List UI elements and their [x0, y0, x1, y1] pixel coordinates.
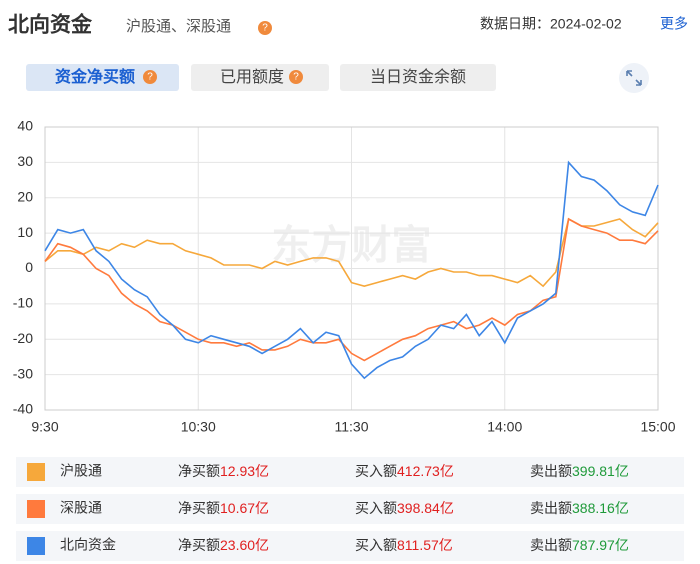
y-tick-label: -10: [13, 295, 33, 311]
legend-swatch: [27, 463, 45, 481]
legend-name: 北向资金: [60, 537, 116, 553]
stat-label: 买入额: [355, 537, 397, 553]
help-mark: ?: [262, 23, 268, 34]
tab-label: 资金净买额: [55, 67, 135, 86]
x-tick-label: 14:00: [487, 419, 522, 435]
stat-label: 卖出额: [530, 500, 572, 516]
stat-value: 388.16亿: [572, 500, 629, 516]
stat-value: 10.67亿: [220, 500, 269, 516]
series-line: [44, 217, 659, 362]
stat-value: 398.84亿: [397, 500, 454, 516]
y-tick-label: -30: [13, 365, 33, 381]
y-tick-label: -20: [13, 330, 33, 346]
stat: 买入额811.57亿: [355, 537, 453, 553]
stat-value: 23.60亿: [220, 537, 269, 553]
legend-swatch: [27, 537, 45, 555]
title: 北向资金: [8, 13, 93, 37]
stat: 卖出额388.16亿: [530, 500, 629, 516]
row-bg: [16, 531, 684, 561]
x-tick-label: 15:00: [640, 419, 675, 435]
stat-label: 买入额: [355, 500, 397, 516]
stat-label: 净买额: [178, 537, 220, 553]
y-tick-label: 30: [17, 153, 33, 169]
legend-name: 深股通: [60, 500, 102, 516]
expand-icon: [626, 70, 642, 86]
stat-value: 399.81亿: [572, 463, 629, 479]
plot-border: [44, 126, 659, 411]
more-link[interactable]: 更多: [660, 16, 688, 32]
help-mark: ?: [147, 72, 153, 83]
stat-label: 买入额: [355, 463, 397, 479]
stat: 卖出额787.97亿: [530, 537, 629, 553]
row-bg: [16, 494, 684, 524]
stat: 净买额23.60亿: [178, 537, 269, 553]
tab-label: 当日资金余额: [370, 67, 466, 86]
stat: 净买额12.93亿: [178, 463, 269, 479]
legend-name: 沪股通: [60, 463, 102, 479]
stat-label: 净买额: [178, 463, 220, 479]
stat-value: 787.97亿: [572, 537, 629, 553]
stat-value: 412.73亿: [397, 463, 454, 479]
help-icon[interactable]: [143, 70, 157, 84]
stat-value: 811.57亿: [397, 537, 453, 553]
help-mark: ?: [293, 72, 299, 83]
date: 数据日期：2024-02-02: [480, 16, 622, 32]
stat-label: 卖出额: [530, 463, 572, 479]
x-tick-label: 11:30: [335, 419, 369, 435]
stat-label: 卖出额: [530, 537, 572, 553]
help-icon[interactable]: [258, 21, 272, 35]
stat: 买入额412.73亿: [355, 463, 454, 479]
subtitle: 沪股通、深股通: [126, 18, 231, 35]
x-tick-label: 10:30: [181, 419, 216, 435]
legend-swatch: [27, 500, 45, 518]
series-line: [44, 217, 659, 288]
tab-label: 已用额度: [220, 68, 284, 86]
stat: 买入额398.84亿: [355, 500, 454, 516]
stat-label: 净买额: [178, 500, 220, 516]
y-tick-label: 40: [17, 118, 33, 134]
series-line: [44, 160, 659, 380]
y-tick-label: 10: [17, 224, 33, 240]
expand-button[interactable]: [619, 63, 649, 93]
y-tick-label: -40: [13, 401, 33, 417]
tab[interactable]: [340, 64, 496, 91]
y-tick-label: 20: [17, 188, 33, 204]
row-bg: [16, 457, 684, 487]
help-icon[interactable]: [289, 70, 303, 84]
x-tick-label: 9:30: [31, 419, 58, 435]
stat: 卖出额399.81亿: [530, 463, 629, 479]
y-tick-label: 0: [25, 259, 33, 275]
stat-value: 12.93亿: [220, 463, 269, 479]
stat: 净买额10.67亿: [178, 500, 269, 516]
tab-active[interactable]: [26, 64, 179, 91]
